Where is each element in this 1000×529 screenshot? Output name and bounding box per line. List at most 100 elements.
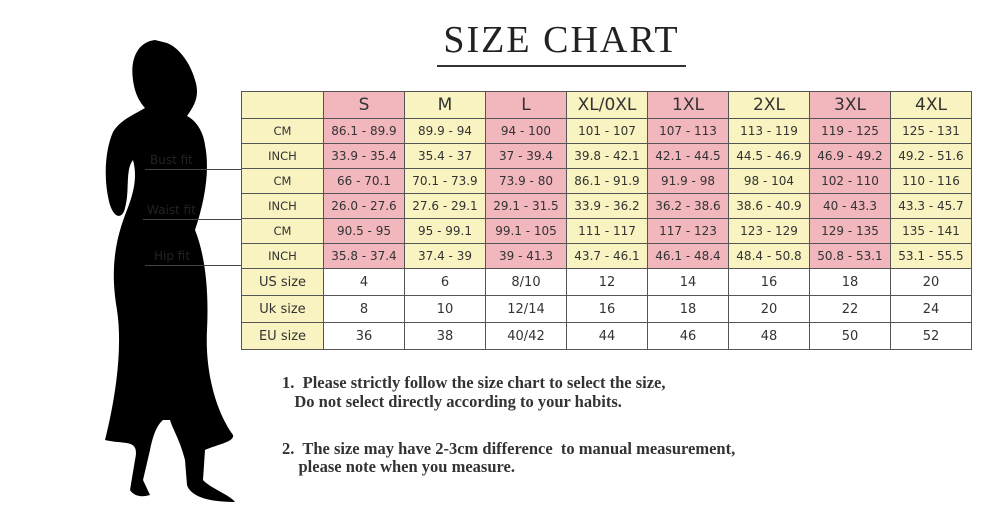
size-conversion-cell: 40/42 [485,322,567,350]
size-conversion-cell: 18 [809,268,891,296]
waist-fit-line [143,219,241,220]
measurement-cell: 99.1 - 105 [485,218,567,244]
measurement-cell: 107 - 113 [647,118,729,144]
note-1-line-2: Do not select directly according to your… [282,392,622,411]
measurement-cell: 101 - 107 [566,118,648,144]
measurement-cell: 86.1 - 89.9 [323,118,405,144]
measurement-cell: 27.6 - 29.1 [404,193,486,219]
row-unit-label: INCH [241,143,324,169]
size-conversion-cell: 20 [890,268,972,296]
hip-fit-label: Hip fit [154,249,191,263]
table-header-row: S M L XL/0XL 1XL 2XL 3XL 4XL [241,91,972,119]
size-conversion-cell: 8 [323,295,405,323]
measurement-cell: 39.8 - 42.1 [566,143,648,169]
measurement-row: INCH 35.8 - 37.4 37.4 - 39 39 - 41.3 43.7 - … [241,243,972,269]
size-header-cell: 2XL [728,91,810,119]
size-system-label: US size [241,268,324,296]
row-unit-label: INCH [241,243,324,269]
size-conversion-cell: 36 [323,322,405,350]
row-unit-label: CM [241,118,324,144]
measurement-row: INCH 33.9 - 35.4 35.4 - 37 37 - 39.4 39.8 - … [241,143,972,169]
size-conversion-row: Uk size 8 10 12/14 16 18 20 22 24 [241,295,972,323]
size-system-label: Uk size [241,295,324,323]
measurement-cell: 43.3 - 45.7 [890,193,972,219]
measurement-cell: 111 - 117 [566,218,648,244]
measurement-row: CM 66 - 70.1 70.1 - 73.9 73.9 - 80 86.1 - 91… [241,168,972,194]
measurement-cell: 135 - 141 [890,218,972,244]
size-conversion-row: US size 4 6 8/10 12 14 16 18 20 [241,268,972,296]
measurement-cell: 113 - 119 [728,118,810,144]
size-header-cell: 3XL [809,91,891,119]
measurement-cell: 38.6 - 40.9 [728,193,810,219]
bust-fit-label: Bust fit [150,153,193,167]
waist-fit-label: Waist fit [147,203,196,217]
measurement-cell: 110 - 116 [890,168,972,194]
measurement-cell: 94 - 100 [485,118,567,144]
size-conversion-cell: 22 [809,295,891,323]
size-header-cell: L [485,91,567,119]
size-conversion-cell: 12/14 [485,295,567,323]
measurement-cell: 46.9 - 49.2 [809,143,891,169]
measurement-cell: 90.5 - 95 [323,218,405,244]
measurement-cell: 42.1 - 44.5 [647,143,729,169]
measurement-cell: 50.8 - 53.1 [809,243,891,269]
measurement-cell: 123 - 129 [728,218,810,244]
measurement-cell: 43.7 - 46.1 [566,243,648,269]
measurement-cell: 40 - 43.3 [809,193,891,219]
measurement-cell: 89.9 - 94 [404,118,486,144]
measurement-cell: 119 - 125 [809,118,891,144]
size-table: S M L XL/0XL 1XL 2XL 3XL 4XL CM 86.1 - 89.9 89.9 -… [241,91,972,350]
measurement-cell: 26.0 - 27.6 [323,193,405,219]
note-2-line-2: please note when you measure. [282,457,515,476]
page-title: SIZE CHART [443,19,680,61]
size-conversion-cell: 24 [890,295,972,323]
size-header-cell: 1XL [647,91,729,119]
size-conversion-cell: 12 [566,268,648,296]
row-unit-label: CM [241,168,324,194]
measurement-cell: 102 - 110 [809,168,891,194]
size-system-label: EU size [241,322,324,350]
measurement-cell: 91.9 - 98 [647,168,729,194]
size-header-cell: S [323,91,405,119]
measurement-cell: 37.4 - 39 [404,243,486,269]
size-conversion-cell: 48 [728,322,810,350]
size-conversion-cell: 8/10 [485,268,567,296]
measurement-cell: 66 - 70.1 [323,168,405,194]
size-conversion-cell: 6 [404,268,486,296]
size-conversion-cell: 10 [404,295,486,323]
size-conversion-cell: 44 [566,322,648,350]
size-header-cell: M [404,91,486,119]
measurement-row: INCH 26.0 - 27.6 27.6 - 29.1 29.1 - 31.5 33.… [241,193,972,219]
measurement-cell: 35.4 - 37 [404,143,486,169]
measurement-row: CM 90.5 - 95 95 - 99.1 99.1 - 105 111 - 117 1… [241,218,972,244]
size-conversion-cell: 38 [404,322,486,350]
measurement-cell: 37 - 39.4 [485,143,567,169]
measurement-cell: 117 - 123 [647,218,729,244]
bust-fit-line [145,169,241,170]
title-underline [437,65,686,67]
size-conversion-cell: 4 [323,268,405,296]
measurement-cell: 46.1 - 48.4 [647,243,729,269]
header-corner-cell [241,91,324,119]
measurement-cell: 98 - 104 [728,168,810,194]
size-conversion-cell: 16 [728,268,810,296]
measurement-cell: 70.1 - 73.9 [404,168,486,194]
measurement-cell: 95 - 99.1 [404,218,486,244]
size-conversion-cell: 18 [647,295,729,323]
measurement-cell: 44.5 - 46.9 [728,143,810,169]
measurement-cell: 29.1 - 31.5 [485,193,567,219]
size-conversion-row: EU size 36 38 40/42 44 46 48 50 52 [241,322,972,350]
measurement-cell: 36.2 - 38.6 [647,193,729,219]
size-conversion-cell: 14 [647,268,729,296]
measurement-cell: 33.9 - 36.2 [566,193,648,219]
size-conversion-cell: 52 [890,322,972,350]
woman-silhouette-icon [105,40,235,502]
note-1-line-1: 1. Please strictly follow the size chart… [282,373,666,392]
measurement-cell: 129 - 135 [809,218,891,244]
hip-fit-line [145,265,241,266]
measurement-cell: 33.9 - 35.4 [323,143,405,169]
note-2-line-1: 2. The size may have 2-3cm difference to… [282,439,736,458]
measurement-cell: 53.1 - 55.5 [890,243,972,269]
size-conversion-cell: 50 [809,322,891,350]
